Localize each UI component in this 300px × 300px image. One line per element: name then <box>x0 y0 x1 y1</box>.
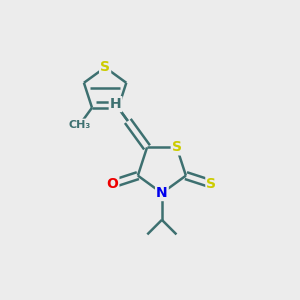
Text: CH₃: CH₃ <box>69 120 91 130</box>
Text: N: N <box>156 186 168 200</box>
Text: S: S <box>100 60 110 74</box>
Text: S: S <box>172 140 182 154</box>
Text: O: O <box>106 177 119 191</box>
Text: S: S <box>206 177 216 191</box>
Text: H: H <box>110 97 122 111</box>
